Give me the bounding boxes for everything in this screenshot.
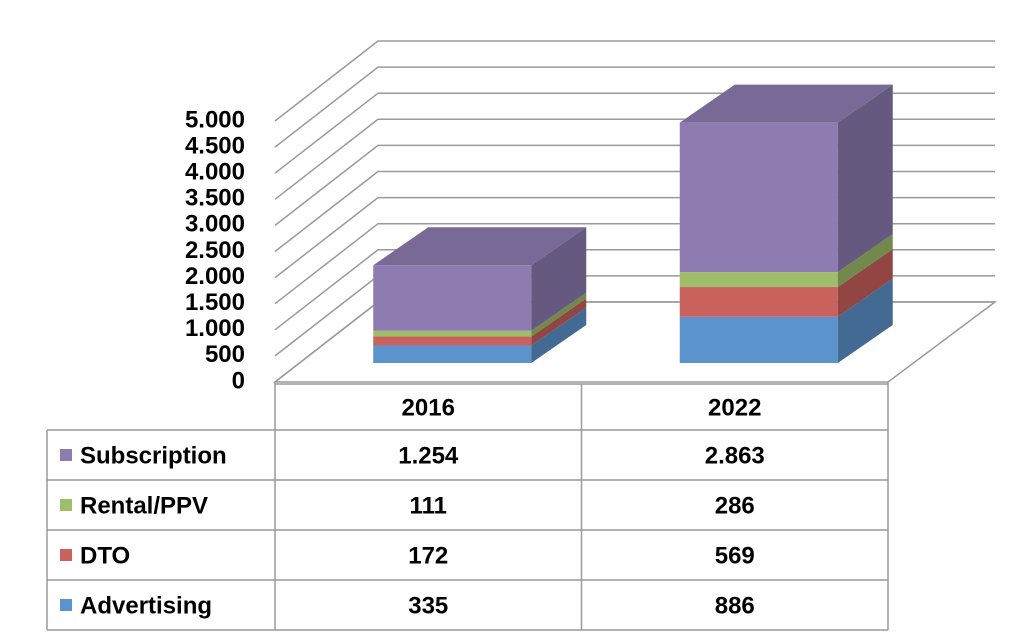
x-tick-label: 2016 <box>402 394 455 421</box>
legend-swatch <box>60 599 72 611</box>
data-label: 569 <box>715 542 755 569</box>
data-label: 2.863 <box>705 442 765 469</box>
bar-segment <box>373 265 532 331</box>
bar-segment <box>373 345 532 363</box>
bar-side <box>531 298 587 346</box>
bar-top <box>679 84 893 123</box>
y-tick-label: 1.000 <box>185 315 245 342</box>
legend-swatch <box>60 549 72 561</box>
y-tick-label: 1.500 <box>185 289 245 316</box>
legend-label: Rental/PPV <box>80 492 208 519</box>
legend-label: DTO <box>80 542 130 569</box>
y-tick-label: 2.000 <box>185 263 245 290</box>
y-tick-label: 0 <box>232 367 245 394</box>
bar-side <box>531 292 587 337</box>
bar-top <box>373 227 587 266</box>
legend-label: Subscription <box>80 442 227 469</box>
x-tick-label: 2022 <box>708 394 761 421</box>
legend-swatch <box>60 499 72 511</box>
bar-segment <box>679 316 838 363</box>
bar-side <box>531 227 587 331</box>
y-tick-label: 3.000 <box>185 211 245 238</box>
data-label: 335 <box>408 592 448 619</box>
bar-segment <box>373 336 532 346</box>
bar-side <box>837 234 893 288</box>
legend-swatch <box>60 449 72 461</box>
data-label: 886 <box>715 592 755 619</box>
grid-line <box>274 66 995 148</box>
bar-segment <box>373 330 532 337</box>
bar-side <box>837 249 893 317</box>
grid-line <box>274 40 995 122</box>
y-tick-label: 4.000 <box>185 159 245 186</box>
bar-side <box>531 307 587 363</box>
data-label: 286 <box>715 492 755 519</box>
y-tick-label: 4.500 <box>185 132 245 159</box>
y-tick-label: 3.500 <box>185 185 245 212</box>
bar-segment <box>679 287 838 317</box>
bar-side <box>837 278 893 363</box>
y-tick-label: 2.500 <box>185 237 245 264</box>
y-tick-label: 5.000 <box>185 106 245 133</box>
legend-label: Advertising <box>80 592 212 619</box>
data-label: 111 <box>410 492 447 519</box>
bar-segment <box>679 272 838 288</box>
bar-segment <box>679 122 838 273</box>
data-label: 1.254 <box>398 442 459 469</box>
y-tick-label: 500 <box>205 341 245 368</box>
data-label: 172 <box>408 542 448 569</box>
bar-side <box>837 84 893 273</box>
